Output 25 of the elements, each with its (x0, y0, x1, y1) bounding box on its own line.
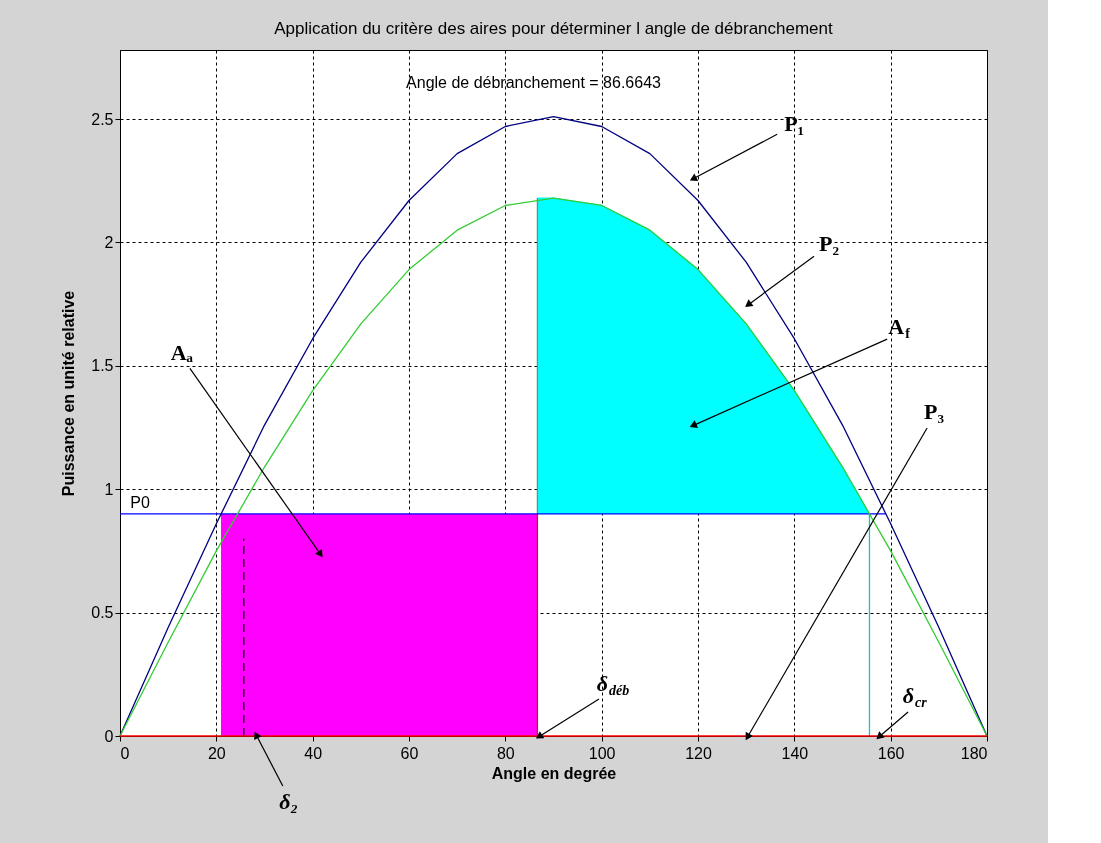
y-axis-title: Puissance en unité relative (60, 290, 78, 497)
annotation: P0 (130, 493, 150, 511)
x-tick-label: 120 (685, 744, 712, 762)
x-tick-label: 160 (877, 744, 905, 762)
y-tick-label: 0.5 (91, 604, 114, 622)
y-tick-label: 2.5 (91, 110, 114, 128)
y-tick-label: 2 (104, 233, 114, 251)
annotation: δ₂ (279, 789, 299, 814)
x-tick-label: 0 (120, 744, 130, 762)
chart-title: Application du critère des aires pour déterminer l angle de débranchement (274, 19, 834, 38)
x-tick-label: 180 (960, 744, 988, 762)
annotation: P₃ (924, 399, 945, 424)
x-tick-label: 20 (207, 744, 226, 762)
x-axis-title: Angle en degrée (491, 764, 617, 782)
x-tick-label: 140 (781, 744, 809, 762)
y-tick-label: 0 (104, 727, 114, 745)
annotation: P₂ (819, 231, 840, 257)
y-tick-label: 1.5 (91, 357, 114, 375)
annotation: Angle de débranchement = 86.6643 (406, 74, 662, 91)
x-tick-label: 60 (400, 744, 419, 762)
x-tick-label: 40 (304, 744, 323, 762)
x-tick-label: 100 (588, 744, 616, 762)
x-tick-label: 80 (496, 744, 515, 762)
annotation: Aₐ (170, 340, 194, 366)
y-tick-label: 1 (104, 480, 114, 498)
